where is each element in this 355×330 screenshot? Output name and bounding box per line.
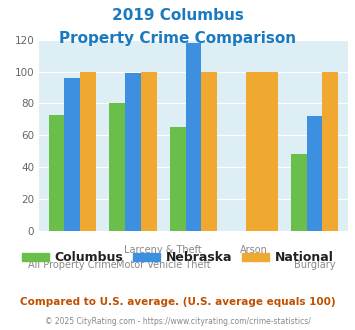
Bar	[49, 115, 65, 231]
Bar	[141, 72, 157, 231]
Text: All Property Crime: All Property Crime	[28, 260, 117, 270]
Bar	[246, 72, 262, 231]
Bar	[307, 116, 322, 231]
Bar	[109, 103, 125, 231]
Legend: Columbus, Nebraska, National: Columbus, Nebraska, National	[17, 246, 338, 269]
Bar	[186, 43, 201, 231]
Text: Burglary: Burglary	[294, 260, 335, 270]
Bar	[291, 154, 307, 231]
Text: Arson: Arson	[240, 246, 268, 255]
Bar	[80, 72, 96, 231]
Text: Larceny & Theft: Larceny & Theft	[124, 246, 202, 255]
Bar	[125, 73, 141, 231]
Bar	[262, 72, 278, 231]
Text: Motor Vehicle Theft: Motor Vehicle Theft	[116, 260, 211, 270]
Bar	[65, 78, 80, 231]
Text: Compared to U.S. average. (U.S. average equals 100): Compared to U.S. average. (U.S. average …	[20, 297, 335, 307]
Text: © 2025 CityRating.com - https://www.cityrating.com/crime-statistics/: © 2025 CityRating.com - https://www.city…	[45, 317, 310, 326]
Bar	[201, 72, 217, 231]
Bar	[170, 127, 186, 231]
Text: 2019 Columbus: 2019 Columbus	[111, 8, 244, 23]
Text: Property Crime Comparison: Property Crime Comparison	[59, 31, 296, 46]
Bar	[322, 72, 338, 231]
